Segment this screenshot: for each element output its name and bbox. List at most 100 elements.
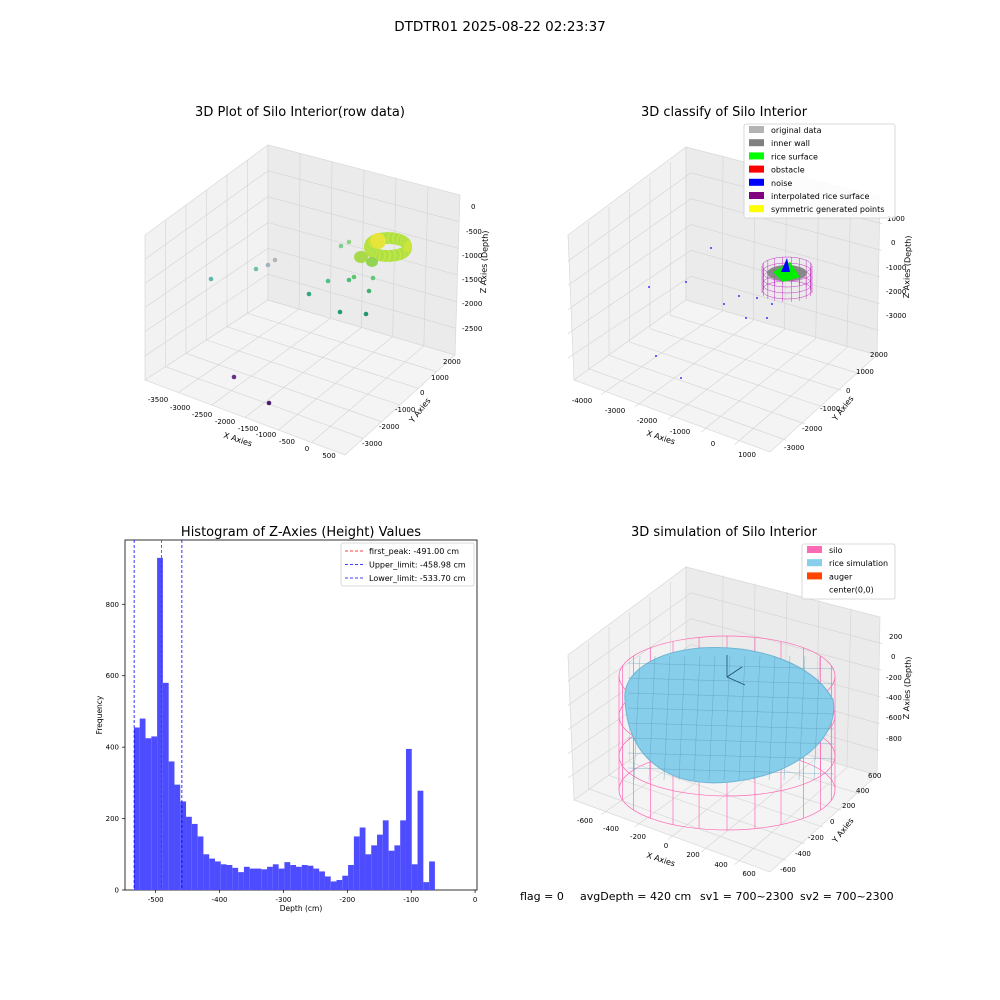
p1-ztick: -2500 bbox=[462, 325, 482, 333]
legend-swatch bbox=[749, 178, 764, 186]
x-tick-label: -400 bbox=[212, 896, 228, 904]
p2-ytick: 1000 bbox=[856, 368, 874, 376]
gridline bbox=[734, 347, 848, 445]
legend-label: obstacle bbox=[771, 166, 805, 175]
histogram-bar bbox=[290, 865, 297, 890]
p2-ytick: 2000 bbox=[870, 351, 888, 359]
y-tick-label: 800 bbox=[106, 601, 119, 609]
legend-label: interpolated rice surface bbox=[771, 192, 869, 201]
panel1-z-label: Z Axies (Depth) bbox=[479, 230, 490, 293]
panel4-x-label: X Axies bbox=[645, 851, 676, 869]
p4-ztick: -400 bbox=[886, 694, 902, 702]
histogram-bar bbox=[255, 868, 262, 890]
status-line: flag = 0 avgDepth = 420 cm sv1 = 700~230… bbox=[520, 890, 894, 903]
auger-y bbox=[726, 666, 743, 678]
x-tick-label: -300 bbox=[275, 896, 291, 904]
histogram-bar bbox=[261, 869, 268, 890]
panel-classify: 3D classify of Silo Interior -4000 -3000… bbox=[567, 105, 913, 459]
legend-label: silo bbox=[829, 546, 843, 555]
p1-ztick: -2000 bbox=[462, 300, 482, 308]
scatter-point bbox=[325, 278, 331, 284]
gridline bbox=[144, 273, 269, 357]
legend-swatch bbox=[749, 126, 764, 133]
gridline bbox=[567, 618, 692, 706]
x-tick-label: -100 bbox=[403, 896, 419, 904]
rice-mesh-line bbox=[627, 692, 835, 700]
p2-ytick: -1000 bbox=[820, 405, 840, 413]
histogram-bar bbox=[180, 801, 187, 890]
x-tick-label: 0 bbox=[473, 896, 477, 904]
rice-mesh-line bbox=[753, 655, 761, 781]
p1-ytick: 0 bbox=[420, 389, 424, 397]
gridline bbox=[267, 196, 459, 249]
scatter-point bbox=[231, 374, 237, 380]
scatter-point bbox=[366, 288, 372, 294]
p2-ztick: 1000 bbox=[887, 215, 905, 223]
histogram-bar bbox=[423, 882, 430, 890]
p2-ytick: -2000 bbox=[802, 425, 822, 433]
gridline bbox=[690, 224, 881, 278]
rice-mesh-line bbox=[693, 655, 701, 781]
p1-ytick: 2000 bbox=[443, 358, 461, 366]
histogram-bar bbox=[267, 866, 273, 890]
scatter-point bbox=[253, 266, 259, 272]
p1-xtick: -3000 bbox=[170, 404, 190, 412]
panel4-x-ticks: -600 -400 -200 0 200 400 600 bbox=[577, 817, 756, 878]
panel4-title: 3D simulation of Silo Interior bbox=[631, 525, 818, 540]
panel1-points bbox=[208, 232, 412, 406]
p1-xtick: 0 bbox=[305, 445, 309, 453]
gridline bbox=[267, 273, 456, 329]
p1-ztick: -500 bbox=[466, 228, 482, 236]
p1-ztick: 0 bbox=[471, 203, 475, 211]
rice-mesh-line bbox=[723, 655, 731, 781]
noise-point bbox=[710, 247, 712, 249]
figure-suptitle: DTDTR01 2025-08-22 02:23:37 bbox=[394, 19, 606, 35]
histogram-bar bbox=[203, 854, 210, 890]
surface-cluster bbox=[354, 251, 368, 263]
legend-label: inner wall bbox=[771, 139, 810, 148]
p1-xtick: 500 bbox=[322, 452, 335, 460]
histogram-bar bbox=[243, 866, 250, 890]
p2-xtick: -1000 bbox=[670, 428, 690, 436]
gridline bbox=[567, 250, 692, 334]
noise-point bbox=[745, 317, 747, 319]
p4-ytick: -600 bbox=[780, 866, 796, 874]
status-avg-depth: avgDepth = 420 cm bbox=[580, 890, 691, 903]
p2-ztick: -2000 bbox=[886, 288, 906, 296]
histogram-bars bbox=[133, 557, 435, 890]
panel2-z-ticks: 1000 0 -1000 -2000 -3000 bbox=[886, 215, 906, 320]
histogram-bar bbox=[151, 736, 158, 890]
p4-ztick: -600 bbox=[886, 714, 902, 722]
noise-point bbox=[771, 303, 773, 305]
histogram-bar bbox=[405, 748, 412, 890]
histogram-bar bbox=[186, 816, 192, 890]
scatter-point bbox=[351, 274, 357, 280]
gridline bbox=[267, 170, 460, 222]
surface-cluster bbox=[366, 257, 378, 267]
rice-mesh-line bbox=[678, 655, 686, 781]
p4-xtick: 600 bbox=[742, 870, 755, 878]
surface-cluster bbox=[370, 233, 386, 249]
p1-xtick: -1500 bbox=[238, 425, 258, 433]
p1-xtick: -500 bbox=[279, 438, 295, 446]
panel1-title: 3D Plot of Silo Interior(row data) bbox=[195, 105, 405, 120]
gridline bbox=[690, 198, 882, 251]
p4-ytick: 400 bbox=[856, 787, 869, 795]
legend-swatch bbox=[749, 152, 764, 160]
histogram-bar bbox=[365, 854, 372, 890]
scatter-point bbox=[272, 257, 278, 263]
histogram-bar bbox=[336, 880, 343, 890]
gridline bbox=[144, 248, 269, 332]
gridline bbox=[567, 275, 692, 359]
rice-mesh-line bbox=[627, 737, 835, 745]
noise-point bbox=[680, 377, 682, 379]
histogram-bar bbox=[411, 864, 418, 890]
histogram-bar bbox=[348, 865, 354, 890]
rice-simulation-surface bbox=[624, 647, 835, 784]
p2-ytick: -3000 bbox=[784, 444, 804, 452]
scatter-point bbox=[346, 239, 352, 245]
p1-ytick: -1000 bbox=[395, 406, 415, 414]
legend-swatch bbox=[749, 139, 764, 147]
p4-ytick: 0 bbox=[830, 818, 834, 826]
